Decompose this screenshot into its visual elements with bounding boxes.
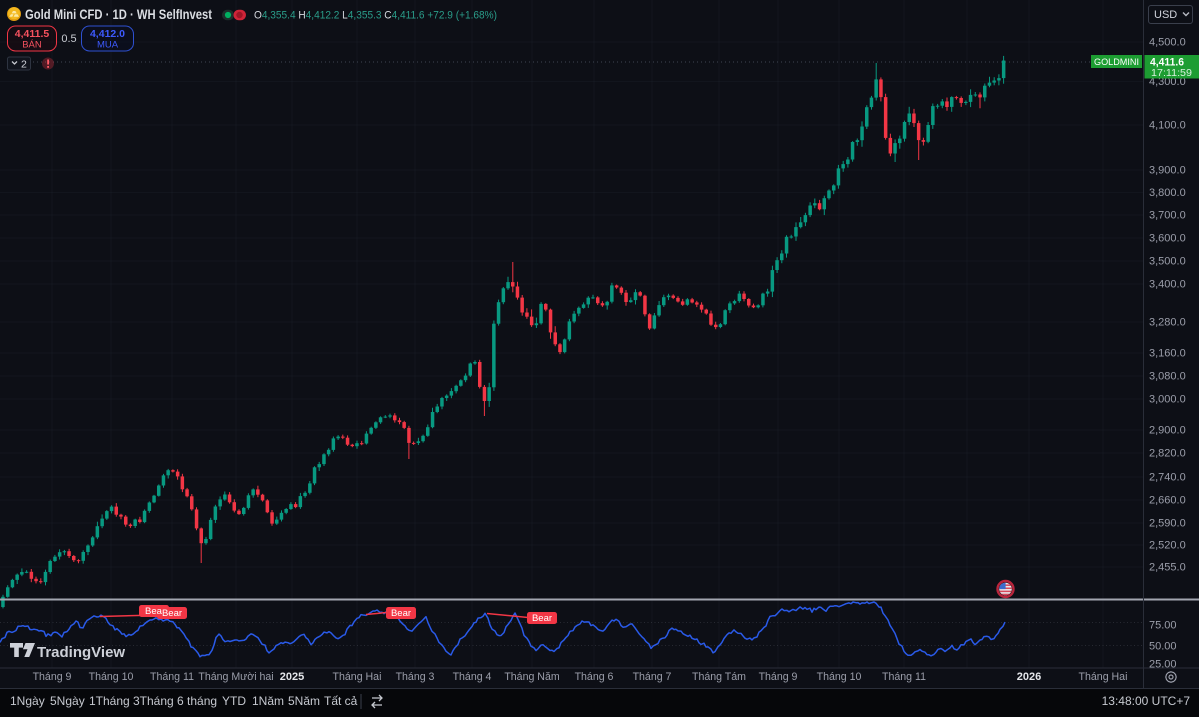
svg-text:Tháng Hai: Tháng Hai (333, 671, 382, 683)
svg-text:Tháng 11: Tháng 11 (882, 671, 926, 683)
svg-text:O4,355.4 H4,412.2 L4,355.3 C4,: O4,355.4 H4,412.2 L4,355.3 C4,411.6 +72.… (254, 10, 497, 22)
svg-text:2,660.0: 2,660.0 (1149, 495, 1186, 507)
svg-text:2,820.0: 2,820.0 (1149, 448, 1186, 460)
svg-text:4,500.0: 4,500.0 (1149, 37, 1186, 49)
svg-text:3,400.0: 3,400.0 (1149, 279, 1186, 291)
svg-text:YTD: YTD (222, 694, 246, 708)
svg-text:Bear: Bear (391, 608, 411, 619)
svg-text:2,590.0: 2,590.0 (1149, 518, 1186, 530)
svg-text:5Năm: 5Năm (288, 694, 320, 708)
svg-text:Tháng 4: Tháng 4 (453, 671, 492, 683)
svg-text:Tháng 6: Tháng 6 (575, 671, 614, 683)
svg-text:Tháng 10: Tháng 10 (89, 671, 134, 683)
svg-text:3,280.0: 3,280.0 (1149, 317, 1186, 329)
svg-text:2,900.0: 2,900.0 (1149, 425, 1186, 437)
svg-text:4,300.0: 4,300.0 (1149, 76, 1186, 88)
svg-text:1Tháng: 1Tháng (89, 694, 130, 708)
svg-text:3Tháng: 3Tháng (133, 694, 174, 708)
svg-text:GOLDMINI: GOLDMINI (1094, 57, 1139, 68)
svg-text:5Ngày: 5Ngày (50, 694, 85, 708)
svg-text:6 tháng: 6 tháng (177, 694, 217, 708)
svg-text:3,500.0: 3,500.0 (1149, 256, 1186, 268)
svg-text:3,000.0: 3,000.0 (1149, 394, 1186, 406)
svg-text:Tháng Tám: Tháng Tám (692, 671, 746, 683)
svg-text:TradingView: TradingView (37, 644, 125, 661)
svg-text:4,412.0: 4,412.0 (90, 28, 125, 40)
svg-text:3,080.0: 3,080.0 (1149, 371, 1186, 383)
svg-text:Tháng 9: Tháng 9 (33, 671, 72, 683)
svg-text:2,520.0: 2,520.0 (1149, 540, 1186, 552)
svg-text:2026: 2026 (1017, 671, 1041, 683)
svg-text:BÁN: BÁN (22, 40, 42, 51)
svg-text:Tháng 9: Tháng 9 (759, 671, 798, 683)
svg-text:Bea: Bea (145, 606, 163, 617)
svg-text:Gold Mini CFD · 1D · WH SelfIn: Gold Mini CFD · 1D · WH SelfInvest (25, 7, 212, 22)
svg-text:3,600.0: 3,600.0 (1149, 233, 1186, 245)
svg-text:75.00: 75.00 (1149, 620, 1177, 632)
svg-text:4,411.5: 4,411.5 (15, 28, 50, 40)
svg-text:MUA: MUA (97, 40, 119, 51)
svg-text:Tháng Năm: Tháng Năm (504, 671, 560, 683)
svg-text:Tất cả: Tất cả (324, 694, 358, 708)
svg-text:0.5: 0.5 (61, 33, 76, 45)
svg-text:2,740.0: 2,740.0 (1149, 472, 1186, 484)
svg-text:17:11:59: 17:11:59 (1151, 68, 1192, 79)
svg-text:3,700.0: 3,700.0 (1149, 210, 1186, 222)
svg-text:1Ngày: 1Ngày (10, 694, 45, 708)
svg-text:3,160.0: 3,160.0 (1149, 348, 1186, 360)
svg-text:3,800.0: 3,800.0 (1149, 187, 1186, 199)
svg-text:2025: 2025 (280, 671, 304, 683)
svg-text:Tháng 3: Tháng 3 (396, 671, 435, 683)
svg-text:Tháng 11: Tháng 11 (150, 671, 194, 683)
svg-text:Bear: Bear (162, 608, 182, 619)
svg-text:2: 2 (21, 59, 27, 71)
svg-text:2,455.0: 2,455.0 (1149, 562, 1186, 574)
svg-text:4,100.0: 4,100.0 (1149, 120, 1186, 132)
svg-text:50.00: 50.00 (1149, 641, 1177, 653)
svg-text:Bear: Bear (532, 613, 552, 624)
svg-text:1Năm: 1Năm (252, 694, 284, 708)
svg-text:Tháng 7: Tháng 7 (633, 671, 672, 683)
svg-text:13:48:00 UTC+7: 13:48:00 UTC+7 (1102, 694, 1191, 708)
svg-text:3,900.0: 3,900.0 (1149, 165, 1186, 177)
svg-text:Tháng Hai: Tháng Hai (1079, 671, 1128, 683)
svg-text:25.00: 25.00 (1149, 659, 1177, 671)
svg-text:Tháng 10: Tháng 10 (817, 671, 862, 683)
svg-text:4,411.6: 4,411.6 (1150, 57, 1184, 69)
svg-text:Tháng Mười hai: Tháng Mười hai (198, 671, 273, 683)
svg-text:USD: USD (1154, 9, 1177, 21)
